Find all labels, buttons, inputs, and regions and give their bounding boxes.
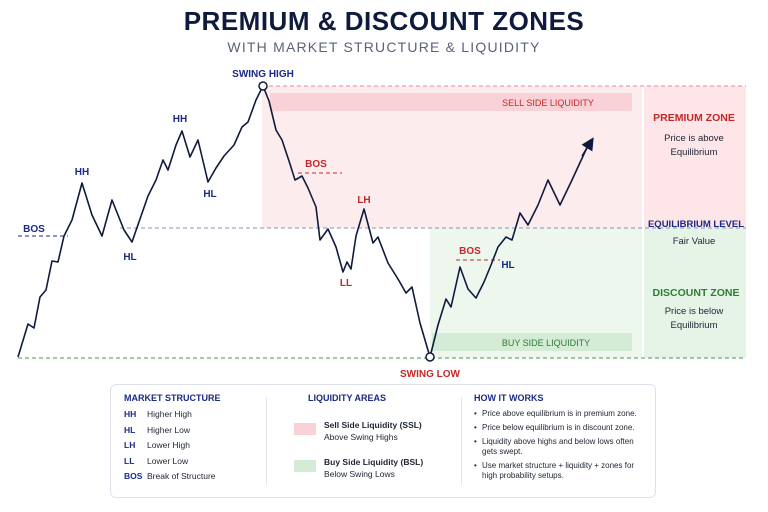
equilibrium-title: EQUILIBRIUM LEVEL [648,219,744,230]
page-subtitle: WITH MARKET STRUCTURE & LIQUIDITY [227,39,541,55]
hl-label-2: HL [203,189,216,200]
list-item: Price above equilibrium is in premium zo… [474,409,648,419]
swing-low-label: SWING LOW [400,369,461,380]
bos-label-3: BOS [459,246,481,257]
bos-label-1: BOS [23,224,45,235]
hh-label-2: HH [173,114,187,125]
ssl-swatch [294,423,316,435]
projection-arrow [581,137,594,157]
how-it-works-title: HOW IT WORKS [474,393,544,403]
market-structure-legend: MARKET STRUCTURE HH Higher High HL Higher … [124,393,274,487]
bos-label-2: BOS [305,159,327,170]
list-item: Liquidity above highs and below lows oft… [474,437,648,457]
legend-panel: MARKET STRUCTURE HH Higher High HL Higher … [110,384,656,498]
legend-row: LL Lower Low [124,455,189,466]
legend-divider [461,397,462,485]
hh-label-1: HH [75,167,89,178]
sell-side-liquidity-band [270,93,632,111]
list-item: Use market structure + liquidity + zones… [474,461,648,481]
legend-divider [266,397,267,485]
liquidity-title: LIQUIDITY AREAS [308,393,387,403]
legend-row: HL Higher Low [124,424,190,435]
buy-side-liquidity-band [432,333,632,351]
premium-zone-panel [644,86,746,228]
ll-label: LL [340,278,352,289]
bsl-label: BUY SIDE LIQUIDITY [502,338,590,348]
swing-high-marker [258,81,268,91]
price-structure-diagram: SWING HIGH SWING LOW HH HH HL HL HL BOS … [17,69,746,380]
ssl-label: SELL SIDE LIQUIDITY [502,98,594,108]
hl-label-3: HL [501,260,514,271]
page-title: PREMIUM & DISCOUNT ZONES [183,6,585,36]
liquidity-legend: LIQUIDITY AREAS Sell Side Liquidity (SSL… [294,393,464,489]
legend-row: HH Higher High [124,409,192,419]
list-item: Price below equilibrium is in discount z… [474,423,648,433]
lh-label: LH [357,195,370,206]
discount-zone-text-2: Equilibrium [671,320,718,331]
discount-zone-title: DISCOUNT ZONE [653,287,740,299]
swing-low-marker [425,352,435,362]
discount-zone-panel [644,228,746,358]
premium-zone-text-2: Equilibrium [671,147,718,158]
price-path [17,85,591,358]
equilibrium-text: Fair Value [673,236,716,247]
swing-high-label: SWING HIGH [232,69,294,80]
hl-label-1: HL [123,252,136,263]
how-it-works-legend: HOW IT WORKS Price above equilibrium is … [474,393,648,485]
discount-zone-text-1: Price is below [665,306,724,317]
premium-zone-title: PREMIUM ZONE [653,112,735,124]
market-structure-title: MARKET STRUCTURE [124,393,221,403]
premium-zone-text-1: Price is above [664,133,724,144]
legend-row: BOS Break of Structure [124,471,216,481]
bsl-swatch [294,460,316,472]
legend-row: LH Lower High [124,440,190,450]
